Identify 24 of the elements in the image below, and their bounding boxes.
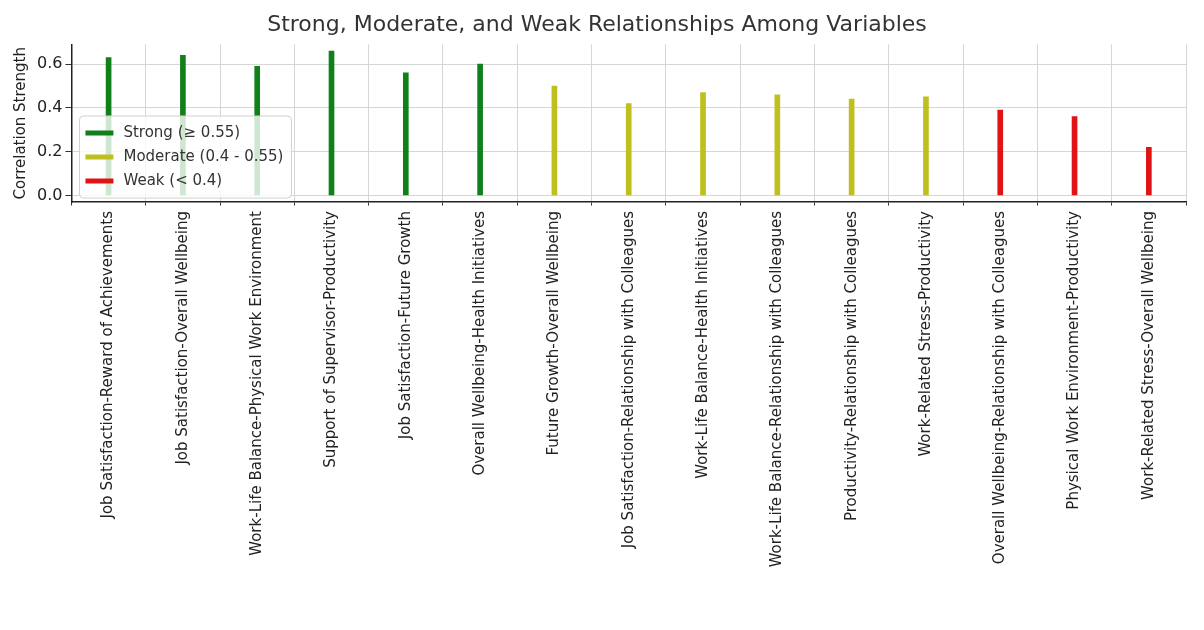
chart-title: Strong, Moderate, and Weak Relationships Among Variables bbox=[267, 10, 927, 36]
y-axis-title: Correlation Strength bbox=[10, 47, 29, 200]
legend-label: Strong (≥ 0.55) bbox=[123, 122, 241, 141]
x-tick-label: Work-Related Stress-Overall Wellbeing bbox=[1138, 211, 1157, 500]
y-tick-label: 0.4 bbox=[36, 97, 63, 117]
x-tick-label: Overall Wellbeing-Relationship with Colleagues bbox=[990, 210, 1009, 565]
x-tick-label: Job Satisfaction-Reward of Achievements bbox=[98, 210, 117, 520]
x-tick-label: Physical Work Environment-Productivity bbox=[1064, 210, 1083, 510]
x-tick-label: Support of Supervisor-Productivity bbox=[321, 210, 340, 468]
x-tick-label: Work-Life Balance-Relationship with Colleagues bbox=[767, 210, 786, 568]
x-tick-label: Job Satisfaction-Overall Wellbeing bbox=[172, 211, 191, 466]
x-tick-label: Work-Life Balance-Physical Work Environment bbox=[247, 210, 266, 556]
x-tick-label: Future Growth-Overall Wellbeing bbox=[544, 211, 563, 456]
legend-label: Moderate (0.4 - 0.55) bbox=[123, 146, 284, 165]
x-tick-label: Work-Related Stress-Productivity bbox=[915, 210, 934, 457]
x-tick-label: Job Satisfaction-Future Growth bbox=[395, 211, 414, 441]
x-tick-label: Work-Life Balance-Health Initiatives bbox=[692, 210, 711, 479]
x-tick-label: Productivity-Relationship with Colleagues bbox=[841, 210, 860, 521]
legend-label: Weak (< 0.4) bbox=[123, 170, 223, 189]
y-tick-label: 0.0 bbox=[36, 184, 63, 204]
x-tick-label: Overall Wellbeing-Health Initiatives bbox=[470, 210, 489, 476]
x-tick-label: Job Satisfaction-Relationship with Colleagues bbox=[618, 210, 637, 550]
y-tick-label: 0.6 bbox=[36, 53, 63, 73]
y-tick-label: 0.2 bbox=[36, 140, 63, 160]
